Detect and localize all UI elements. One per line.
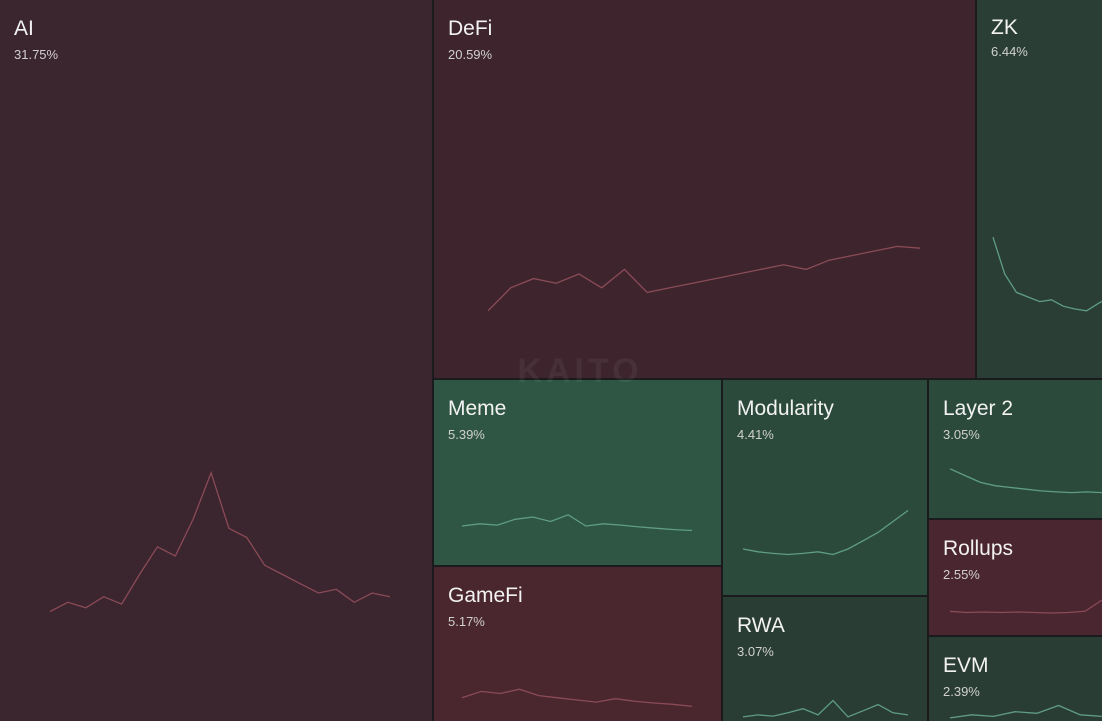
tile-label: RWA (737, 614, 785, 637)
tile (434, 0, 975, 378)
sparkline (949, 704, 1102, 719)
tile-label: Layer 2 (943, 397, 1013, 420)
tile-value: 4.41% (737, 427, 774, 442)
sparkline (992, 237, 1102, 312)
tile-label: ZK (991, 16, 1018, 39)
tile (929, 520, 1102, 635)
sparkline (742, 699, 909, 718)
tile-value: 5.17% (448, 614, 485, 629)
tile (929, 380, 1102, 518)
tile-value: 20.59% (448, 47, 493, 62)
tile-value: 3.05% (943, 427, 980, 442)
watermark: KAITO (517, 352, 642, 390)
sparkline (461, 514, 693, 532)
tile (434, 567, 721, 721)
tile (723, 597, 927, 721)
tile (434, 380, 721, 565)
tile-label: GameFi (448, 584, 523, 607)
sparkline (949, 599, 1102, 614)
tile-label: AI (14, 17, 34, 40)
tile-value: 3.07% (737, 644, 774, 659)
sparkline (742, 509, 909, 556)
tile (929, 637, 1102, 721)
tile-value: 31.75% (14, 47, 59, 62)
tile-label: Rollups (943, 537, 1013, 560)
sparkline (49, 470, 391, 613)
tile (0, 0, 432, 721)
tile-value: 2.55% (943, 567, 980, 582)
tile (723, 380, 927, 595)
tile-label: Modularity (737, 397, 834, 420)
tile-value: 5.39% (448, 427, 485, 442)
sparkline (949, 468, 1102, 494)
tile-label: DeFi (448, 17, 492, 40)
tile (977, 0, 1102, 378)
tile-label: Meme (448, 397, 506, 420)
tile-value: 2.39% (943, 684, 980, 699)
tile-label: EVM (943, 654, 989, 677)
sparkline (461, 688, 693, 708)
sparkline (487, 245, 921, 312)
tile-value: 6.44% (991, 44, 1028, 59)
